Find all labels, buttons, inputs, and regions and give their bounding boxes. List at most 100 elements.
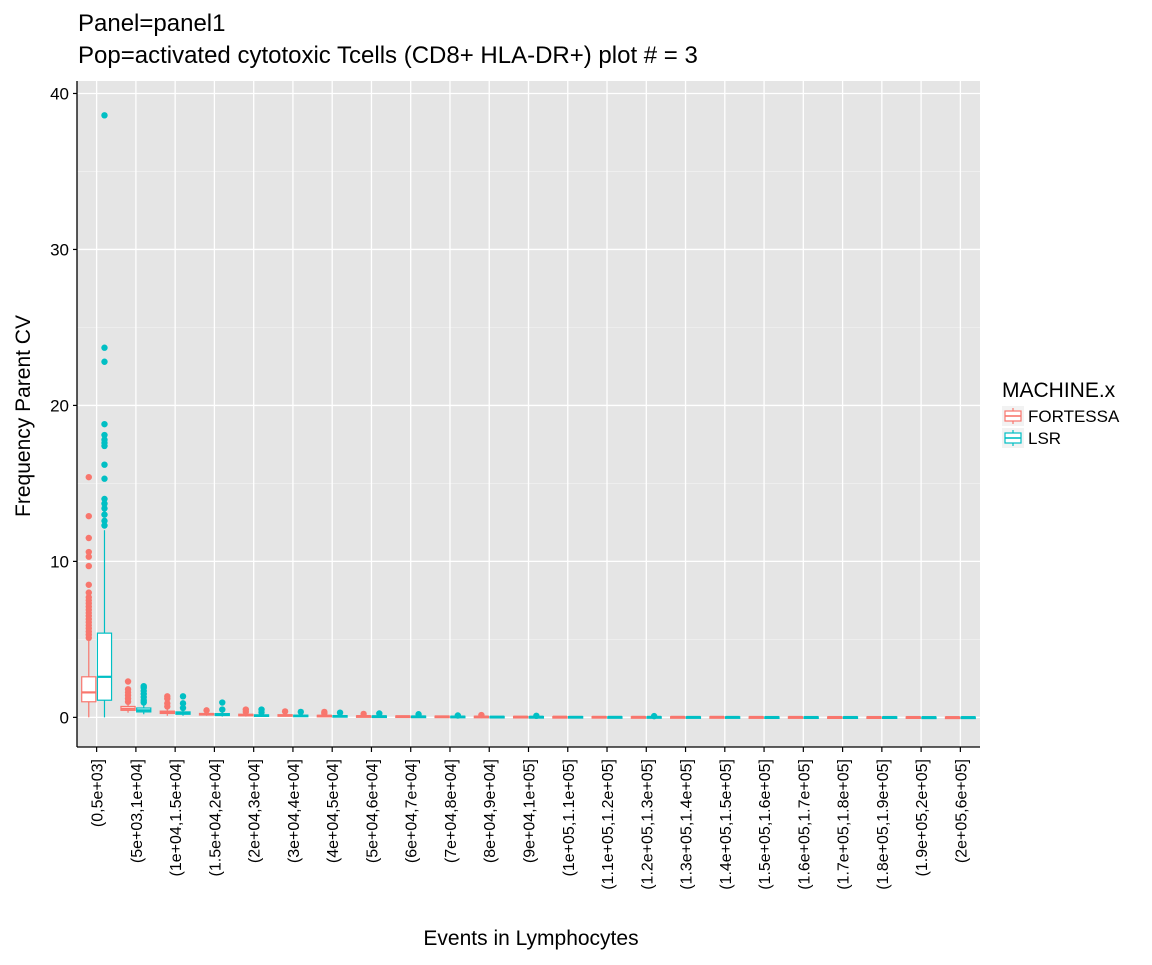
y-tick-label: 40 — [50, 84, 69, 103]
legend-label: LSR — [1028, 429, 1061, 448]
legend: MACHINE.x FORTESSA LSR — [1002, 379, 1120, 448]
outlier-point — [478, 711, 485, 719]
outlier-point — [360, 710, 367, 718]
outlier-point — [101, 511, 108, 518]
x-tick-label: (1.2e+05,1.3e+05] — [639, 759, 656, 890]
x-tick-label: (1.7e+05,1.8e+05] — [836, 759, 853, 890]
outlier-point — [85, 581, 92, 588]
outlier-point — [164, 693, 171, 700]
box-fortessa — [512, 715, 529, 719]
box-fortessa — [355, 710, 372, 718]
outlier-point — [101, 517, 108, 525]
box-lsr — [803, 715, 819, 719]
x-tick-label: (0,5e+03] — [90, 759, 107, 827]
outlier-point — [101, 420, 108, 428]
boxes — [81, 112, 976, 720]
box-lsr — [567, 715, 584, 719]
outlier-point — [101, 505, 108, 512]
box-fortessa — [159, 693, 175, 716]
box-iqr — [81, 676, 97, 703]
legend-key-boxplot-icon — [1004, 430, 1022, 446]
x-tick-label: (6e+04,7e+04] — [404, 759, 421, 863]
y-tick-label: 20 — [50, 396, 69, 415]
x-tick-label: (1.6e+05,1.7e+05] — [796, 759, 813, 890]
box-fortessa — [277, 708, 293, 717]
outlier-point — [101, 358, 108, 365]
box-lsr — [685, 715, 702, 719]
outlier-point — [376, 710, 383, 717]
box-fortessa — [905, 715, 921, 719]
box-lsr — [842, 715, 859, 719]
box-fortessa — [944, 716, 961, 720]
box-fortessa — [748, 715, 764, 719]
outlier-point — [297, 708, 304, 716]
x-tick-label: (9e+04,1e+05] — [522, 759, 539, 863]
outlier-point — [140, 682, 147, 690]
box-lsr — [175, 693, 191, 716]
outlier-point — [336, 709, 344, 716]
outlier-point — [101, 431, 108, 439]
outlier-point — [281, 708, 289, 715]
outlier-point — [219, 699, 226, 706]
outlier-point — [179, 700, 187, 707]
legend-title: MACHINE.x — [1002, 379, 1116, 402]
outlier-point — [242, 706, 250, 713]
x-tick-label: (1.8e+05,1.9e+05] — [875, 759, 892, 890]
outlier-point — [101, 500, 108, 507]
box-lsr — [528, 712, 545, 720]
box-lsr — [96, 112, 113, 718]
x-tick-label: (4e+04,5e+04] — [325, 759, 342, 863]
chart-title: Panel=panel1 — [78, 10, 225, 37]
box-iqr — [96, 632, 113, 701]
box-fortessa — [591, 715, 607, 719]
outlier-point — [85, 562, 92, 570]
box-fortessa — [827, 715, 843, 719]
legend-item-fortessa: FORTESSA — [1002, 406, 1120, 426]
outlier-point — [85, 548, 92, 556]
box-fortessa — [434, 715, 450, 719]
x-tick-label: (2e+04,3e+04] — [247, 759, 264, 863]
box-fortessa — [630, 715, 647, 719]
y-tick-label: 30 — [50, 240, 69, 259]
outlier-point — [415, 711, 422, 718]
box-lsr — [410, 711, 427, 719]
outlier-point — [85, 589, 92, 596]
x-tick-label: (2e+05,6e+05] — [953, 759, 970, 863]
x-axis-title: Events in Lymphocytes — [423, 927, 638, 950]
x-tick-label: (1.1e+05,1.2e+05] — [600, 759, 617, 890]
x-axis-ticks: (0,5e+03] (5e+03,1e+04] (1e+04,1.5e+04] (1.… — [90, 747, 970, 890]
box-lsr — [882, 715, 898, 719]
outlier-point — [124, 678, 132, 685]
y-tick-label: 10 — [50, 552, 69, 571]
box-fortessa — [120, 678, 136, 713]
x-tick-label: (5e+04,6e+04] — [364, 759, 381, 863]
x-tick-label: (5e+03,1e+04] — [129, 759, 146, 863]
x-tick-label: (1.4e+05,1.5e+05] — [718, 759, 735, 890]
legend-key-boxplot-icon — [1004, 408, 1022, 424]
x-tick-label: (1.9e+05,2e+05] — [914, 759, 931, 876]
outlier-point — [321, 708, 328, 716]
x-tick-label: (1e+04,1.5e+04] — [168, 759, 185, 876]
box-lsr — [607, 715, 623, 719]
outlier-point — [85, 473, 92, 481]
outlier-point — [101, 495, 108, 503]
box-lsr — [724, 715, 741, 719]
box-fortessa — [198, 707, 215, 716]
legend-item-lsr: LSR — [1002, 428, 1061, 448]
outlier-point — [101, 461, 108, 468]
outlier-point — [219, 706, 226, 713]
outlier-point — [179, 704, 187, 712]
outlier-point — [101, 112, 108, 119]
box-lsr — [489, 715, 505, 719]
x-tick-label: (8e+04,9e+04] — [482, 759, 499, 863]
x-tick-label: (1e+05,1.1e+05] — [561, 759, 578, 876]
box-lsr — [646, 712, 662, 720]
outlier-point — [101, 436, 108, 443]
outlier-point — [85, 553, 92, 560]
box-lsr — [332, 709, 348, 718]
outlier-point — [258, 706, 265, 713]
box-lsr — [764, 715, 780, 719]
x-tick-label: (3e+04,4e+04] — [286, 759, 303, 863]
